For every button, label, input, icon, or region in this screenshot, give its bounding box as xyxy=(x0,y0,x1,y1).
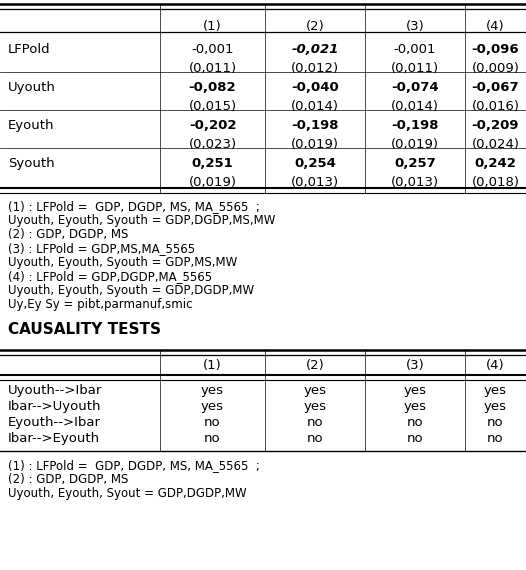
Text: no: no xyxy=(307,432,323,445)
Text: yes: yes xyxy=(403,384,427,397)
Text: -0,198: -0,198 xyxy=(291,119,339,132)
Text: -0,040: -0,040 xyxy=(291,81,339,94)
Text: -0,074: -0,074 xyxy=(391,81,439,94)
Text: CAUSALITY TESTS: CAUSALITY TESTS xyxy=(8,322,161,337)
Text: no: no xyxy=(487,432,504,445)
Text: (3): (3) xyxy=(406,359,424,372)
Text: (2) : GDP, DGDP, MS: (2) : GDP, DGDP, MS xyxy=(8,228,128,241)
Text: no: no xyxy=(204,432,221,445)
Text: yes: yes xyxy=(201,400,224,413)
Text: -0,202: -0,202 xyxy=(189,119,236,132)
Text: Uyouth, Eyouth, Syouth = GDP,DGDP,MW: Uyouth, Eyouth, Syouth = GDP,DGDP,MW xyxy=(8,284,254,297)
Text: -0,096: -0,096 xyxy=(472,43,519,56)
Text: (4) : LFPold = GDP,DGDP,MA_5565: (4) : LFPold = GDP,DGDP,MA_5565 xyxy=(8,270,212,283)
Text: (1) : LFPold =  GDP, DGDP, MS, MA_5565  ;: (1) : LFPold = GDP, DGDP, MS, MA_5565 ; xyxy=(8,459,260,472)
Text: Uyouth: Uyouth xyxy=(8,81,56,94)
Text: (0,016): (0,016) xyxy=(471,100,520,113)
Text: (3): (3) xyxy=(406,20,424,33)
Text: (0,023): (0,023) xyxy=(188,138,237,151)
Text: -0,001: -0,001 xyxy=(191,43,234,56)
Text: (0,014): (0,014) xyxy=(291,100,339,113)
Text: yes: yes xyxy=(304,384,327,397)
Text: (0,013): (0,013) xyxy=(391,176,439,189)
Text: (1) : LFPold =  GDP, DGDP, MS, MA_5565  ;: (1) : LFPold = GDP, DGDP, MS, MA_5565 ; xyxy=(8,200,260,213)
Text: (0,018): (0,018) xyxy=(471,176,520,189)
Text: yes: yes xyxy=(403,400,427,413)
Text: Uyouth-->Ibar: Uyouth-->Ibar xyxy=(8,384,103,397)
Text: Uy,Ey Sy = pibt,parmanuf,smic: Uy,Ey Sy = pibt,parmanuf,smic xyxy=(8,298,193,311)
Text: (0,011): (0,011) xyxy=(188,62,237,75)
Text: (0,012): (0,012) xyxy=(291,62,339,75)
Text: (0,024): (0,024) xyxy=(471,138,520,151)
Text: (0,009): (0,009) xyxy=(472,62,520,75)
Text: -0,209: -0,209 xyxy=(472,119,519,132)
Text: (0,019): (0,019) xyxy=(188,176,237,189)
Text: LFPold: LFPold xyxy=(8,43,50,56)
Text: no: no xyxy=(204,416,221,429)
Text: -0,021: -0,021 xyxy=(291,43,339,56)
Text: (2): (2) xyxy=(306,359,325,372)
Text: Uyouth, Eyouth, Syout = GDP,DGDP,MW: Uyouth, Eyouth, Syout = GDP,DGDP,MW xyxy=(8,487,247,500)
Text: yes: yes xyxy=(484,384,507,397)
Text: (4): (4) xyxy=(486,359,505,372)
Text: 0,257: 0,257 xyxy=(394,157,436,170)
Text: Eyouth: Eyouth xyxy=(8,119,55,132)
Text: (3) : LFPold = GDP,MS,MA_5565: (3) : LFPold = GDP,MS,MA_5565 xyxy=(8,242,195,255)
Text: Ibar-->Uyouth: Ibar-->Uyouth xyxy=(8,400,102,413)
Text: no: no xyxy=(407,432,423,445)
Text: 0,254: 0,254 xyxy=(294,157,336,170)
Text: (0,019): (0,019) xyxy=(291,138,339,151)
Text: Ibar-->Eyouth: Ibar-->Eyouth xyxy=(8,432,100,445)
Text: Syouth: Syouth xyxy=(8,157,55,170)
Text: (0,011): (0,011) xyxy=(391,62,439,75)
Text: yes: yes xyxy=(484,400,507,413)
Text: Uyouth, Eyouth, Syouth = GDP,MS,MW: Uyouth, Eyouth, Syouth = GDP,MS,MW xyxy=(8,256,237,269)
Text: -0,198: -0,198 xyxy=(391,119,439,132)
Text: no: no xyxy=(407,416,423,429)
Text: (1): (1) xyxy=(203,20,222,33)
Text: yes: yes xyxy=(201,384,224,397)
Text: -0,067: -0,067 xyxy=(472,81,519,94)
Text: (0,019): (0,019) xyxy=(391,138,439,151)
Text: no: no xyxy=(487,416,504,429)
Text: 0,251: 0,251 xyxy=(191,157,234,170)
Text: (4): (4) xyxy=(486,20,505,33)
Text: -0,082: -0,082 xyxy=(189,81,236,94)
Text: (2): (2) xyxy=(306,20,325,33)
Text: no: no xyxy=(307,416,323,429)
Text: (0,015): (0,015) xyxy=(188,100,237,113)
Text: Uyouth, Eyouth, Syouth = GDP,DGDP,MS,MW: Uyouth, Eyouth, Syouth = GDP,DGDP,MS,MW xyxy=(8,214,276,227)
Text: (0,014): (0,014) xyxy=(391,100,439,113)
Text: (1): (1) xyxy=(203,359,222,372)
Text: -0,001: -0,001 xyxy=(394,43,436,56)
Text: Eyouth-->Ibar: Eyouth-->Ibar xyxy=(8,416,101,429)
Text: yes: yes xyxy=(304,400,327,413)
Text: 0,242: 0,242 xyxy=(474,157,517,170)
Text: (0,013): (0,013) xyxy=(291,176,339,189)
Text: (2) : GDP, DGDP, MS: (2) : GDP, DGDP, MS xyxy=(8,473,128,486)
